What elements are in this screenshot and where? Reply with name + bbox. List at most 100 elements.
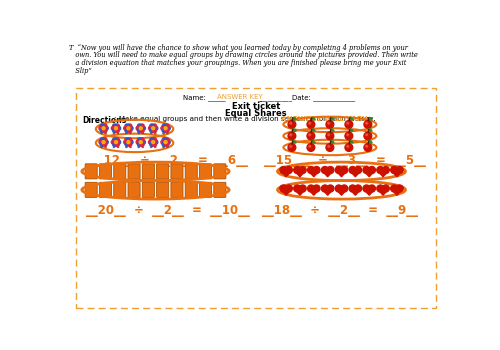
- Circle shape: [162, 142, 166, 146]
- Circle shape: [322, 167, 328, 174]
- FancyBboxPatch shape: [142, 182, 154, 197]
- Circle shape: [328, 122, 330, 124]
- Circle shape: [354, 185, 362, 192]
- Circle shape: [140, 138, 144, 142]
- Circle shape: [152, 141, 154, 144]
- Polygon shape: [322, 189, 333, 195]
- Circle shape: [104, 140, 108, 144]
- Circle shape: [326, 120, 334, 128]
- Polygon shape: [336, 171, 347, 177]
- Text: __20__  ÷  __2__  =  __10__: __20__ ÷ __2__ = __10__: [86, 204, 250, 217]
- FancyBboxPatch shape: [156, 164, 168, 179]
- Circle shape: [112, 140, 116, 144]
- Circle shape: [152, 124, 156, 128]
- Circle shape: [349, 167, 356, 174]
- Circle shape: [99, 140, 103, 144]
- Circle shape: [390, 185, 398, 192]
- Circle shape: [154, 140, 158, 144]
- Circle shape: [140, 127, 142, 130]
- Circle shape: [307, 132, 315, 140]
- Circle shape: [309, 122, 310, 124]
- Circle shape: [346, 145, 348, 147]
- Circle shape: [336, 167, 342, 174]
- Circle shape: [162, 124, 166, 128]
- Circle shape: [115, 142, 119, 146]
- Text: __________Date: ____________: __________Date: ____________: [257, 94, 355, 101]
- Ellipse shape: [100, 132, 103, 134]
- Text: T  “Now you will have the chance to show what you learned today by completing 4 : T “Now you will have the chance to show …: [68, 43, 407, 51]
- Circle shape: [309, 134, 310, 136]
- Circle shape: [127, 127, 130, 130]
- Circle shape: [148, 140, 152, 144]
- Circle shape: [150, 128, 154, 133]
- Circle shape: [152, 128, 156, 133]
- Circle shape: [286, 185, 292, 192]
- Circle shape: [164, 127, 167, 130]
- Ellipse shape: [142, 132, 144, 134]
- Circle shape: [166, 140, 170, 144]
- Circle shape: [140, 141, 142, 144]
- Circle shape: [152, 138, 156, 142]
- Ellipse shape: [162, 132, 165, 134]
- Circle shape: [124, 126, 128, 130]
- Circle shape: [166, 126, 170, 130]
- Circle shape: [112, 124, 116, 128]
- Ellipse shape: [117, 146, 119, 148]
- FancyBboxPatch shape: [128, 164, 140, 179]
- Ellipse shape: [311, 140, 316, 143]
- Circle shape: [115, 124, 119, 128]
- Circle shape: [150, 142, 154, 146]
- Circle shape: [152, 142, 156, 146]
- FancyBboxPatch shape: [200, 182, 211, 197]
- Circle shape: [396, 167, 403, 174]
- Ellipse shape: [349, 128, 354, 132]
- Ellipse shape: [126, 146, 128, 148]
- Circle shape: [112, 142, 116, 146]
- FancyBboxPatch shape: [214, 164, 226, 179]
- Circle shape: [328, 134, 330, 136]
- Circle shape: [112, 128, 116, 133]
- Circle shape: [112, 126, 116, 130]
- Circle shape: [368, 185, 376, 192]
- Ellipse shape: [330, 128, 334, 132]
- Ellipse shape: [104, 132, 106, 134]
- Circle shape: [286, 167, 292, 174]
- Circle shape: [115, 128, 119, 133]
- Ellipse shape: [138, 146, 140, 148]
- Circle shape: [103, 138, 107, 142]
- Ellipse shape: [113, 146, 115, 148]
- Circle shape: [364, 132, 372, 140]
- Circle shape: [125, 128, 129, 133]
- Circle shape: [162, 138, 166, 142]
- Polygon shape: [364, 171, 374, 177]
- Circle shape: [115, 138, 119, 142]
- Circle shape: [129, 126, 133, 130]
- Circle shape: [140, 124, 144, 128]
- FancyBboxPatch shape: [100, 164, 112, 179]
- Circle shape: [288, 132, 296, 140]
- Circle shape: [288, 120, 296, 128]
- Circle shape: [299, 185, 306, 192]
- Text: Equal Shares: Equal Shares: [226, 109, 287, 118]
- Circle shape: [127, 141, 130, 144]
- Circle shape: [280, 185, 287, 192]
- Polygon shape: [308, 189, 319, 195]
- Circle shape: [346, 134, 348, 136]
- Ellipse shape: [166, 132, 168, 134]
- Polygon shape: [322, 171, 333, 177]
- Text: __18__  ÷  __2__  =  __9__: __18__ ÷ __2__ = __9__: [262, 204, 418, 217]
- FancyBboxPatch shape: [100, 182, 112, 197]
- Circle shape: [128, 128, 132, 133]
- Circle shape: [340, 167, 347, 174]
- Polygon shape: [378, 189, 388, 195]
- Circle shape: [313, 185, 320, 192]
- Polygon shape: [294, 189, 306, 195]
- Circle shape: [162, 128, 166, 133]
- FancyBboxPatch shape: [114, 182, 126, 197]
- Ellipse shape: [142, 146, 144, 148]
- Polygon shape: [350, 189, 361, 195]
- Ellipse shape: [154, 146, 156, 148]
- Circle shape: [136, 126, 140, 130]
- Circle shape: [396, 185, 403, 192]
- Ellipse shape: [129, 132, 132, 134]
